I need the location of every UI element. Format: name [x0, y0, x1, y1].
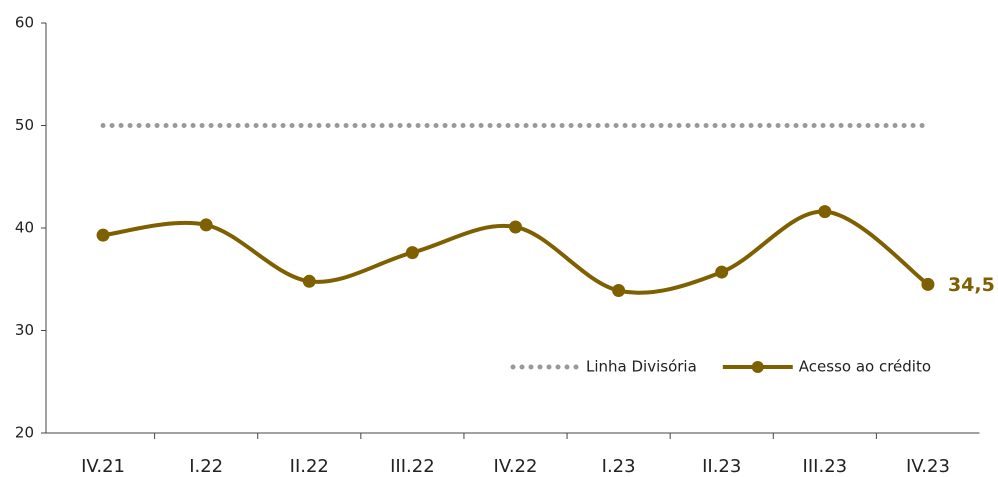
x-tick-label: III.23 [803, 456, 848, 477]
point [921, 277, 935, 291]
point [818, 205, 832, 219]
x-tick-label: IV.23 [906, 456, 950, 477]
point [509, 220, 522, 234]
x-tick-label: I.23 [602, 456, 636, 477]
point [612, 284, 626, 298]
x-tick-label: II.22 [290, 456, 329, 477]
point [405, 246, 419, 260]
data-label: 34,5 [948, 274, 995, 296]
x-tick-label: III.22 [390, 456, 435, 477]
x-tick-label: I.22 [189, 456, 223, 477]
point [96, 228, 110, 242]
x-tick-label: IV.21 [81, 456, 125, 477]
legend-marker [751, 361, 764, 373]
point [199, 218, 213, 232]
y-tick-label: 40 [15, 219, 34, 237]
legend-label: Acesso ao crédito [799, 358, 931, 376]
y-tick-label: 50 [15, 116, 34, 134]
point [302, 274, 316, 288]
x-tick-label: IV.22 [494, 456, 538, 477]
legend-label: Linha Divisória [586, 358, 697, 376]
y-tick-label: 30 [15, 321, 34, 339]
y-tick-label: 20 [15, 424, 34, 442]
x-tick-label: II.23 [702, 456, 741, 477]
y-tick-label: 60 [15, 14, 34, 32]
point [715, 265, 729, 279]
